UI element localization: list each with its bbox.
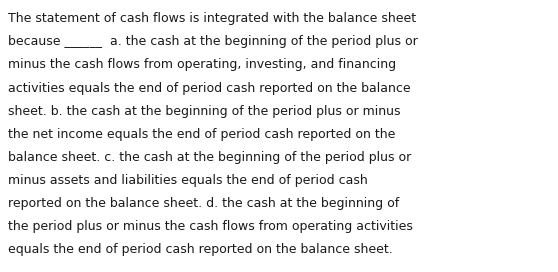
Text: reported on the balance sheet. d. the cash at the beginning of: reported on the balance sheet. d. the ca… bbox=[8, 197, 400, 210]
Text: balance sheet. c. the cash at the beginning of the period plus or: balance sheet. c. the cash at the beginn… bbox=[8, 151, 412, 164]
Text: the net income equals the end of period cash reported on the: the net income equals the end of period … bbox=[8, 128, 396, 141]
Text: sheet. b. the cash at the beginning of the period plus or minus: sheet. b. the cash at the beginning of t… bbox=[8, 105, 401, 118]
Text: minus the cash flows from operating, investing, and financing: minus the cash flows from operating, inv… bbox=[8, 58, 397, 72]
Text: the period plus or minus the cash flows from operating activities: the period plus or minus the cash flows … bbox=[8, 220, 413, 233]
Text: because ______  a. the cash at the beginning of the period plus or: because ______ a. the cash at the beginn… bbox=[8, 35, 418, 48]
Text: minus assets and liabilities equals the end of period cash: minus assets and liabilities equals the … bbox=[8, 174, 368, 187]
Text: activities equals the end of period cash reported on the balance: activities equals the end of period cash… bbox=[8, 82, 411, 95]
Text: The statement of cash flows is integrated with the balance sheet: The statement of cash flows is integrate… bbox=[8, 12, 416, 25]
Text: equals the end of period cash reported on the balance sheet.: equals the end of period cash reported o… bbox=[8, 243, 393, 256]
